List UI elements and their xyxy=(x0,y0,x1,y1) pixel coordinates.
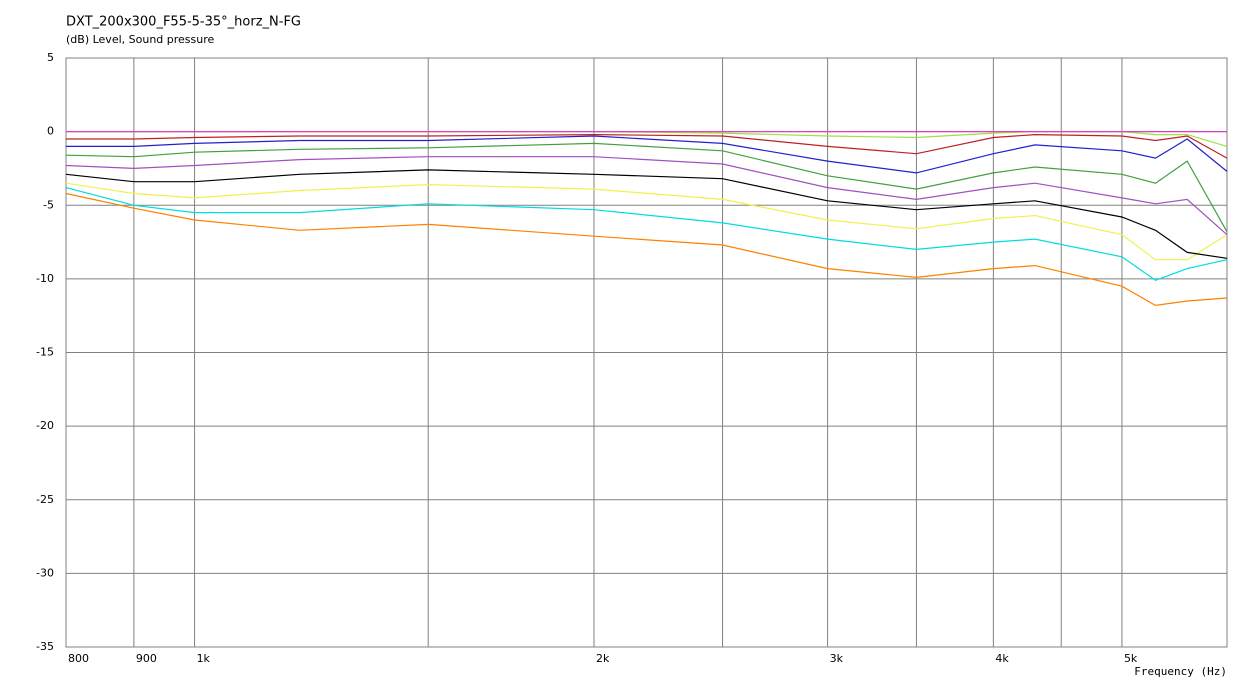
series-line xyxy=(66,135,1228,174)
series-line xyxy=(65,187,1228,281)
x-tick-label: 4k xyxy=(995,652,1009,665)
chart-subtitle: (dB) Level, Sound pressure xyxy=(66,33,215,46)
y-tick-label: -25 xyxy=(36,493,54,506)
x-axis-label: Frequency (Hz) xyxy=(1134,665,1227,678)
x-tick-label: 2k xyxy=(596,652,610,665)
series-line xyxy=(66,133,1228,159)
x-tick-label: 5k xyxy=(1124,652,1138,665)
x-tick-label: 3k xyxy=(830,652,844,665)
y-tick-label: -5 xyxy=(43,198,54,211)
series-line xyxy=(65,142,1228,233)
x-tick-label: 1k xyxy=(197,652,211,665)
x-tick-label: 900 xyxy=(136,652,157,665)
series-line xyxy=(65,182,1228,261)
chart-title: DXT_200x300_F55-5-35°_horz_N-FG xyxy=(66,15,301,30)
series-line xyxy=(65,169,1228,259)
y-tick-label: -10 xyxy=(36,272,54,285)
y-tick-label: 5 xyxy=(47,51,54,64)
series-line xyxy=(65,156,1228,236)
y-tick-label: -20 xyxy=(36,419,54,432)
y-tick-label: -35 xyxy=(36,640,54,653)
x-tick-label: 800 xyxy=(68,652,89,665)
series-line xyxy=(65,192,1228,307)
y-tick-label: 0 xyxy=(47,125,54,138)
y-tick-label: -30 xyxy=(36,566,54,579)
y-tick-label: -15 xyxy=(36,346,54,359)
